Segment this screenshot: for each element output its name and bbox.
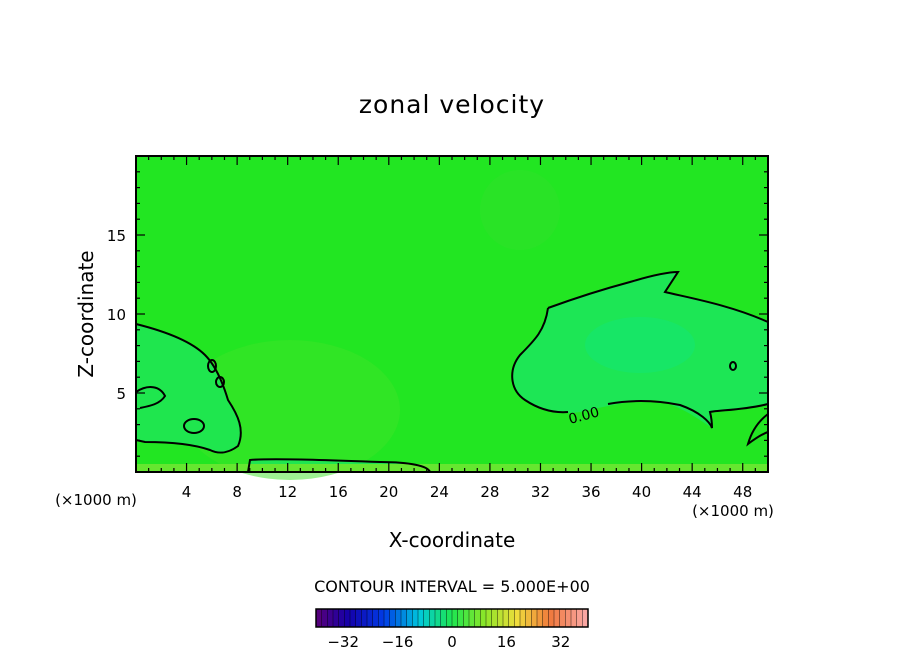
colorbar-swatch — [327, 608, 334, 628]
contour-line-right-lower — [511, 307, 569, 414]
x-tick-label: 44 — [683, 483, 702, 501]
x-tick-label: 28 — [480, 483, 499, 501]
colorbar-swatch — [434, 608, 442, 628]
colorbar-swatch — [355, 608, 362, 628]
colorbar-swatch — [429, 608, 436, 628]
colorbar-swatch — [531, 608, 538, 628]
colorbar-tick-label: 16 — [497, 633, 516, 651]
x-axis-title: X-coordinate — [389, 528, 516, 552]
colorbar-swatch — [508, 608, 515, 628]
contour-line-bottom — [247, 458, 431, 473]
upper-field-patch — [480, 170, 560, 250]
colorbar-swatch — [389, 608, 396, 628]
colorbar-swatch — [344, 608, 351, 628]
colorbar — [315, 608, 589, 628]
colorbar-swatch — [570, 608, 578, 628]
colorbar-swatch — [315, 608, 323, 628]
colorbar-swatch — [559, 608, 566, 628]
colorbar-tick-label: −32 — [327, 633, 359, 651]
colorbar-swatch — [383, 608, 391, 628]
x-tick-label: 20 — [379, 483, 398, 501]
y-axis-title: Z-coordinate — [74, 250, 98, 377]
colorbar-swatch — [542, 608, 549, 628]
colorbar-swatch — [338, 608, 345, 628]
contour-line-small-loop-2 — [207, 359, 217, 373]
contour-label: 0.00 — [567, 404, 601, 428]
contour-lines — [135, 270, 769, 473]
colorbar-swatch — [474, 608, 481, 628]
colorbar-swatch — [412, 608, 419, 628]
colorbar-tick-label: −16 — [382, 633, 414, 651]
colorbar-swatch — [497, 608, 504, 628]
colorbar-swatch — [446, 608, 453, 628]
contour-interval-text: CONTOUR INTERVAL = 5.000E+00 — [314, 577, 590, 596]
contour-line-small-loop-4 — [729, 361, 737, 371]
right-region-core — [585, 317, 695, 373]
x-unit-label-left: (×1000 m) — [55, 491, 137, 509]
colorbar-swatch — [366, 608, 374, 628]
x-tick-labels: 4 8 12 16 20 24 28 32 36 40 44 48 — [182, 483, 752, 501]
x-tick-label: 32 — [531, 483, 550, 501]
x-tick-label: 40 — [632, 483, 651, 501]
colorbar-swatch — [417, 608, 425, 628]
colorbar-swatch — [349, 608, 357, 628]
colorbar-swatch — [451, 608, 459, 628]
colorbar-frame — [315, 608, 589, 628]
y-tick-label: 5 — [116, 385, 126, 403]
colorbar-swatch — [361, 608, 368, 628]
x-tick-label: 48 — [733, 483, 752, 501]
colorbar-swatch — [480, 608, 487, 628]
colorbar-swatch — [485, 608, 493, 628]
contour-line-right-lower-2 — [607, 400, 769, 429]
x-unit-label-right: (×1000 m) — [692, 502, 774, 520]
y-tick-labels: 5 10 15 — [107, 227, 126, 403]
contour-line-left-lower — [135, 386, 167, 409]
colorbar-swatch — [536, 608, 544, 628]
x-tick-label: 8 — [232, 483, 242, 501]
contour-line-right — [547, 270, 769, 323]
y-tick-label: 15 — [107, 227, 126, 245]
colorbar-swatch — [553, 608, 561, 628]
colorbar-swatch — [502, 608, 510, 628]
contour-line-small-loop-1 — [183, 418, 205, 434]
colorbar-tick-label: 32 — [551, 633, 570, 651]
y-tick-label: 10 — [107, 306, 126, 324]
x-tick-label: 4 — [182, 483, 192, 501]
colorbar-swatch — [525, 608, 532, 628]
colorbar-swatch — [576, 608, 583, 628]
colorbar-swatch — [321, 608, 328, 628]
colorbar-swatch — [514, 608, 521, 628]
colorbar-labels: −32 −16 0 16 32 — [327, 633, 570, 651]
colorbar-swatch — [395, 608, 402, 628]
colorbar-swatch — [491, 608, 498, 628]
colorbar-swatch — [332, 608, 340, 628]
colorbar-swatch — [565, 608, 572, 628]
contour-line-left — [135, 323, 242, 454]
colorbar-tick-label: 0 — [447, 633, 457, 651]
chart-title: zonal velocity — [359, 90, 545, 119]
colorbar-swatch — [400, 608, 408, 628]
colorbar-swatch — [378, 608, 385, 628]
colorbar-swatch — [463, 608, 470, 628]
colorbar-swatch — [372, 608, 379, 628]
x-tick-label: 36 — [581, 483, 600, 501]
contour-line-small-loop-3 — [215, 376, 225, 388]
colorbar-swatch — [519, 608, 527, 628]
plot-area — [136, 156, 768, 480]
colorbar-swatch — [423, 608, 430, 628]
colorbar-swatch — [440, 608, 447, 628]
colorbar-swatch — [406, 608, 413, 628]
axis-ticks — [136, 156, 768, 472]
contour-line-right-bottom — [746, 413, 769, 447]
zero-contour-left-region — [136, 324, 241, 453]
colorbar-swatch — [457, 608, 464, 628]
x-tick-label: 12 — [278, 483, 297, 501]
colorbar-swatch — [548, 608, 555, 628]
x-tick-label: 16 — [329, 483, 348, 501]
x-tick-label: 24 — [430, 483, 449, 501]
colorbar-swatch — [468, 608, 476, 628]
